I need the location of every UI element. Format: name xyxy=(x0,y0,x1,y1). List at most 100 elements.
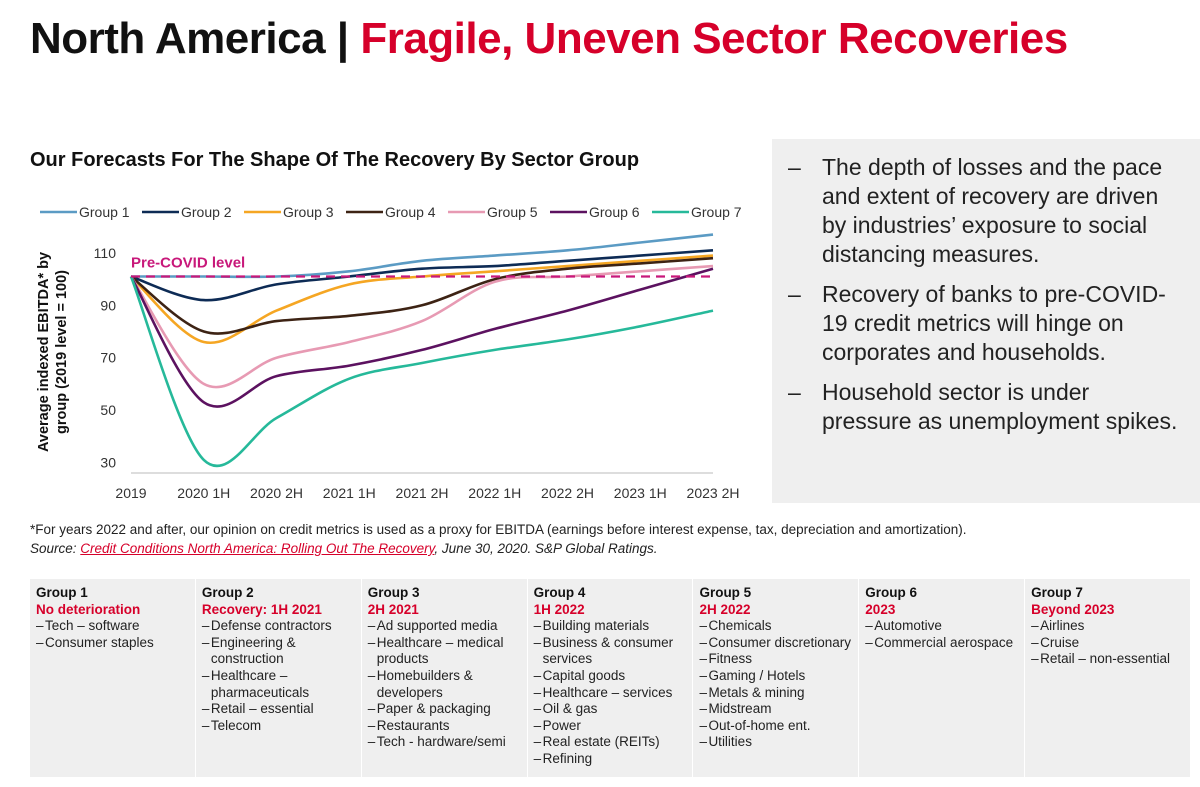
legend-label-7: Group 7 xyxy=(691,204,742,220)
sector-name: Chemicals xyxy=(708,618,772,634)
sector-name: Automotive xyxy=(874,618,942,634)
sector-name: Homebuilders & developers xyxy=(376,667,473,700)
source-link[interactable]: Credit Conditions North America: Rolling… xyxy=(80,541,435,556)
sector-item: – Midstream xyxy=(699,701,852,718)
sector-dash: – xyxy=(1031,618,1039,634)
sector-item: – Out-of-home ent. xyxy=(699,718,852,735)
group-recovery-timing: 2023 xyxy=(865,601,896,617)
sector-dash: – xyxy=(367,634,376,650)
sector-dash: – xyxy=(36,634,44,650)
page-title-highlight: Fragile, Uneven Sector Recoveries xyxy=(360,14,1068,63)
page-title: North America | Fragile, Uneven Sector R… xyxy=(30,14,1068,64)
sector-item: – Building materials xyxy=(534,618,687,635)
sector-item: – Engineering & construction xyxy=(202,635,355,668)
group-name: Group 2 xyxy=(201,585,254,600)
sector-item: – Fitness xyxy=(699,651,852,668)
x-tick-label: 2022 2H xyxy=(541,485,594,501)
sector-item: – Airlines xyxy=(1031,618,1184,635)
sector-dash: – xyxy=(699,667,707,683)
sector-dash: – xyxy=(533,618,542,634)
pre-covid-label: Pre-COVID level xyxy=(131,255,245,272)
x-tick-label: 2023 2H xyxy=(687,485,740,501)
group-column: Group 7 Beyond 2023– Airlines – Cruise – Retai… xyxy=(1025,579,1191,777)
sector-dash: – xyxy=(533,717,542,733)
commentary-bullet: – The depth of losses and the pace and ex… xyxy=(788,153,1180,269)
sector-name: Healthcare – pharmaceuticals xyxy=(210,667,310,700)
sector-item: – Metals & mining xyxy=(699,685,852,702)
group-sector-list: – Ad supported media – Healthcare – medical… xyxy=(368,618,521,751)
legend-label-6: Group 6 xyxy=(589,204,640,220)
x-tick-label: 2020 2H xyxy=(250,485,303,501)
sector-name: Consumer staples xyxy=(45,634,154,650)
source-suffix: , June 30, 2020. S&P Global Ratings. xyxy=(434,541,658,556)
sector-dash: – xyxy=(201,717,210,733)
sector-name: Power xyxy=(542,717,581,733)
x-tick-label: 2021 1H xyxy=(323,485,376,501)
sector-dash: – xyxy=(533,667,542,683)
group-column: Group 2 Recovery: 1H 2021– Defense contrac… xyxy=(195,579,361,777)
series-line-group-4 xyxy=(130,256,714,335)
sector-name: Business & consumer services xyxy=(542,634,674,667)
sector-item: – Healthcare – medical products xyxy=(368,635,521,668)
sector-name: Building materials xyxy=(542,618,650,634)
sector-dash: – xyxy=(367,667,376,683)
sector-item: – Capital goods xyxy=(534,668,687,685)
x-tick-label: 2020 1H xyxy=(177,485,230,501)
group-sector-list: – Tech – software – Consumer staples xyxy=(36,618,189,651)
sector-name: Real estate (REITs) xyxy=(542,734,660,750)
y-tick-label: 90 xyxy=(100,297,116,313)
sector-item: – Real estate (REITs) xyxy=(534,734,687,751)
sector-name: Healthcare – services xyxy=(542,684,673,700)
group-sector-list: – Defense contractors – Engineering & const… xyxy=(202,618,355,734)
group-sector-list: – Automotive – Commercial aerospace xyxy=(865,618,1018,651)
group-column: Group 4 1H 2022– Building materials – Busine… xyxy=(527,579,693,777)
footnote: *For years 2022 and after, our opinion o… xyxy=(30,520,1190,558)
source-prefix: Source: xyxy=(30,541,81,556)
group-recovery-timing: Beyond 2023 xyxy=(1031,601,1115,617)
y-axis-label: Average indexed EBITDA* by group (2019 le… xyxy=(36,252,70,452)
group-recovery-timing: 2H 2022 xyxy=(699,601,751,617)
sector-name: Out-of-home ent. xyxy=(708,717,811,733)
sector-name: Refining xyxy=(542,750,593,766)
sector-item: – Healthcare – services xyxy=(534,685,687,702)
sector-dash: – xyxy=(201,618,210,634)
commentary-bullet: – Recovery of banks to pre-COVID-19 credi… xyxy=(788,280,1180,367)
page-title-prefix: North America | xyxy=(30,14,361,63)
sector-dash: – xyxy=(367,717,376,733)
sector-item: – Retail – essential xyxy=(202,701,355,718)
sector-dash: – xyxy=(699,651,707,667)
sector-dash: – xyxy=(699,701,707,717)
sector-dash: – xyxy=(367,618,376,634)
group-recovery-timing: 2H 2021 xyxy=(367,601,419,617)
recovery-line-chart: Group 1 Group 2 Group 3 Group 4 Group 5 Group… xyxy=(36,204,742,501)
sector-dash: – xyxy=(201,667,210,683)
sector-item: – Retail – non-essential xyxy=(1031,651,1184,668)
sector-name: Consumer discretionary xyxy=(708,634,851,650)
series-line-group-7 xyxy=(129,276,714,468)
bullet-text: Household sector is under pressure as un… xyxy=(822,379,1178,434)
legend-label-4: Group 4 xyxy=(385,204,436,220)
y-tick-label: 70 xyxy=(100,350,116,366)
sector-dash: – xyxy=(1031,651,1039,667)
sector-item: – Business & consumer services xyxy=(534,635,687,668)
sector-name: Gaming / Hotels xyxy=(708,667,806,683)
sector-name: Fitness xyxy=(708,651,752,667)
series-line-group-6 xyxy=(129,267,714,408)
y-tick-label: 30 xyxy=(100,455,116,471)
sector-item: – Telecom xyxy=(202,718,355,735)
legend-label-1: Group 1 xyxy=(79,204,130,220)
legend-label-5: Group 5 xyxy=(487,204,538,220)
sector-dash: – xyxy=(533,684,542,700)
footnote-source: Source: Credit Conditions North America:… xyxy=(30,539,1190,558)
commentary-panel: – The depth of losses and the pace and ex… xyxy=(772,139,1200,503)
sector-dash: – xyxy=(533,750,542,766)
sector-dash: – xyxy=(699,634,707,650)
sector-group-table: Group 1 No deterioration – Tech – software –… xyxy=(30,579,1191,777)
commentary-bullet: – Household sector is under pressure as u… xyxy=(788,378,1180,436)
group-column: Group 6 2023– Automotive – Commercial aerosp… xyxy=(859,579,1025,777)
sector-item: – Chemicals xyxy=(699,618,852,635)
sector-dash: – xyxy=(201,634,210,650)
sector-name: Midstream xyxy=(708,701,772,717)
sector-dash: – xyxy=(699,618,707,634)
sector-name: Metals & mining xyxy=(708,684,805,700)
